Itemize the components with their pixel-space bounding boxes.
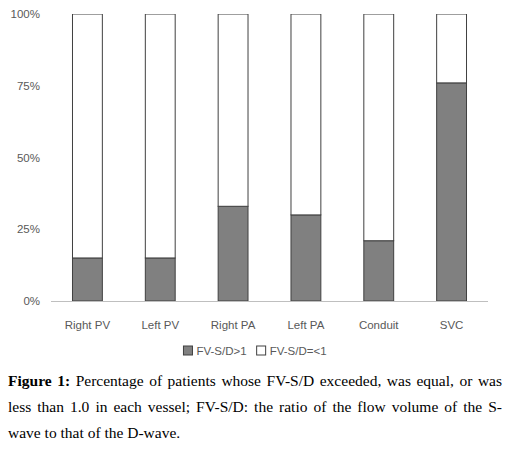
bar (145, 14, 175, 258)
bar (72, 258, 102, 301)
y-tick-label: 100% (11, 8, 40, 20)
caption-label: Figure 1: (8, 372, 70, 389)
bar (72, 14, 102, 258)
y-tick-label: 25% (17, 223, 40, 235)
bars (72, 14, 466, 301)
x-tick-label: SVC (440, 319, 464, 331)
page: {"chart_data": {"type": "bar", "stacked"… (0, 0, 512, 462)
x-tick-label: Left PA (287, 319, 324, 331)
legend-swatch (183, 346, 192, 355)
bar (437, 14, 467, 83)
caption-text: Percentage of patients whose FV-S/D exce… (8, 372, 502, 441)
bar (291, 14, 321, 215)
caption: Figure 1: Percentage of patients whose F… (8, 368, 502, 446)
legend-swatch (257, 346, 266, 355)
chart: 0% 25% 50% 75% 100% Right PV Left PV Right PA Le… (0, 0, 512, 462)
bar (145, 258, 175, 301)
x-tick-label: Right PA (211, 319, 256, 331)
y-tick-label: 50% (17, 152, 40, 164)
bar (291, 215, 321, 301)
bar (364, 241, 394, 301)
bar (218, 206, 248, 301)
x-tick-label: Right PV (65, 319, 111, 331)
y-tick-label: 75% (17, 80, 40, 92)
legend-label: FV-S/D>1 (196, 345, 246, 357)
x-tick-label: Left PV (141, 319, 179, 331)
bar (218, 14, 248, 206)
bar (437, 83, 467, 301)
bar (364, 14, 394, 241)
y-tick-label: 0% (23, 295, 40, 307)
legend: FV-S/D>1 FV-S/D=<1 (183, 345, 326, 357)
x-tick-label: Conduit (359, 319, 399, 331)
x-axis (51, 301, 488, 302)
legend-label: FV-S/D=<1 (270, 345, 327, 357)
